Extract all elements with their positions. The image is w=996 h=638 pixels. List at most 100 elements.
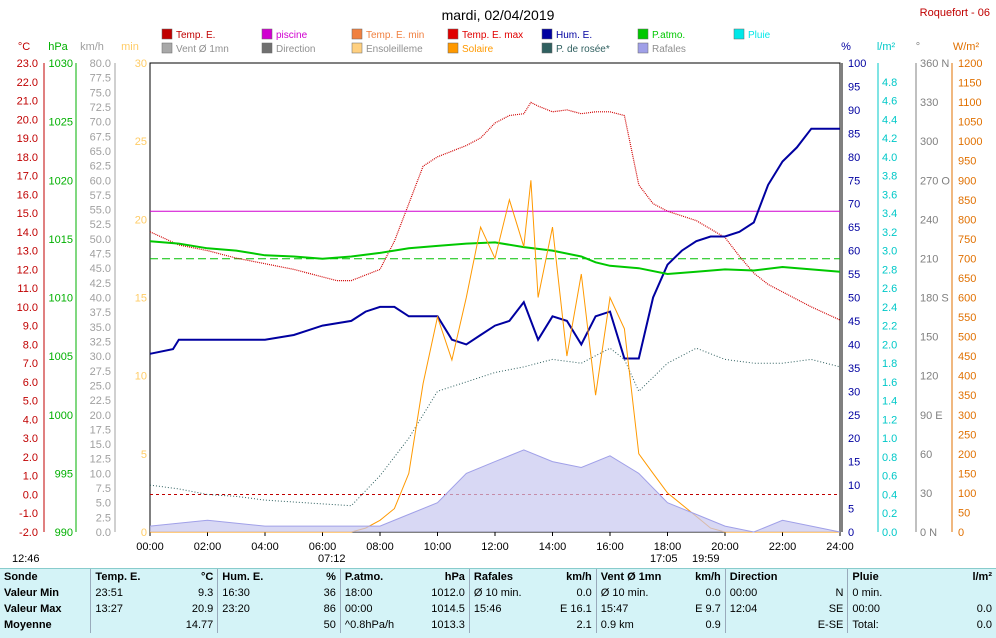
wind-tick-0: 80.0 [90, 58, 111, 70]
solar-tick-8: 800 [958, 214, 976, 226]
legend-label-5: P.atmo. [652, 30, 685, 41]
wind-tick-10: 55.0 [90, 205, 111, 217]
solar-tick-20: 200 [958, 449, 976, 461]
summary-cell-1-2-a: 00:00 [339, 601, 406, 617]
temp-tick-12: 11.0 [17, 283, 38, 295]
temp-tick-16: 7.0 [23, 358, 38, 370]
legend-swatch-10 [447, 42, 459, 54]
summary-cell-1-1-a: 23:20 [217, 601, 280, 617]
temp-tick-18: 5.0 [23, 396, 38, 408]
humidity-tick-1: 95 [848, 81, 860, 93]
x-tick-2: 04:00 [251, 541, 279, 553]
rain-tick-16: 1.6 [882, 377, 897, 389]
summary-cell-2-3-b: 2.1 [576, 619, 592, 631]
pressure-tick-2: 1020 [49, 175, 73, 187]
wind-tick-8: 60.0 [90, 175, 111, 187]
summary-cell-1-2-b: 1014.5 [431, 603, 465, 615]
summary-cell-0-4-a: Ø 10 min. [595, 585, 662, 601]
temp-tick-17: 6.0 [23, 377, 38, 389]
wind-tick-3: 72.5 [90, 102, 111, 114]
x-tick-10: 20:00 [711, 541, 739, 553]
summary-cell-1-4-a: 15:47 [595, 601, 662, 617]
temp-tick-8: 15.0 [17, 208, 38, 220]
wind-tick-31: 2.5 [96, 512, 111, 524]
minutes-tick-3: 15 [135, 293, 147, 305]
solar-tick-7: 850 [958, 195, 976, 207]
wind-tick-4: 70.0 [90, 117, 111, 129]
wind-tick-18: 35.0 [90, 322, 111, 334]
rain-tick-14: 2.0 [882, 339, 897, 351]
humidity-tick-2: 90 [848, 105, 860, 117]
summary-cell-0-1-a: 16:30 [217, 585, 280, 601]
summary-cell-0-5-b: N [835, 587, 844, 599]
summary-cell-1-6-b: 0.0 [976, 603, 992, 615]
temp-tick-14: 9.0 [23, 321, 38, 333]
table-row: Valeur Max 13:27 20.9 23:20 86 00:00 1014.5 15:… [0, 601, 996, 617]
minutes-tick-0: 30 [135, 58, 147, 70]
legend-swatch-12 [637, 42, 649, 54]
weather-chart: mardi, 02/04/2019 Roquefort - 06 °C hPa km/h… [12, 7, 990, 565]
summary-header-unit-3: hPa [444, 571, 465, 583]
summary-cell-1-4-b: E 9.7 [695, 603, 721, 615]
rain-tick-2: 4.4 [882, 114, 897, 126]
humidity-tick-9: 55 [848, 269, 860, 281]
temp-tick-1: 22.0 [17, 77, 38, 89]
summary-cell-0-4-b: 0.0 [705, 587, 721, 599]
direction-tick-3: 270 O [920, 175, 950, 187]
table-row: Moyenne 14.77 50 ^0.8hPa/h 1013.3 2.1 0.9 km 0.… [0, 617, 996, 633]
temp-tick-25: -2.0 [19, 527, 38, 539]
temp-tick-2: 21.0 [17, 96, 38, 108]
wind-tick-17: 37.5 [90, 307, 111, 319]
wind-tick-5: 67.5 [90, 131, 111, 143]
direction-tick-12: 0 N [920, 527, 937, 539]
summary-cell-0-3-b: 0.0 [576, 587, 592, 599]
summary-cell-2-2-a: ^0.8hPa/h [339, 617, 406, 633]
summary-panel: Sonde Temp. E. °C Hum. E.% P.atmo. hPa Rafales… [0, 568, 996, 638]
sunrise-time: 07:12 [318, 553, 346, 565]
temp-tick-6: 17.0 [17, 171, 38, 183]
series-line-0 [149, 101, 841, 321]
legend-swatch-1 [261, 28, 273, 40]
summary-cell-2-5-b: E-SE [817, 619, 844, 631]
minutes-tick-1: 25 [135, 136, 147, 148]
summary-header-2: Hum. E. [217, 569, 280, 585]
rain-tick-5: 3.8 [882, 171, 897, 183]
direction-tick-2: 300 [920, 136, 938, 148]
rain-tick-13: 2.2 [882, 321, 897, 333]
summary-header-3: P.atmo. [339, 569, 406, 585]
humidity-tick-7: 65 [848, 222, 860, 234]
wind-tick-30: 5.0 [96, 498, 111, 510]
summary-cell-1-5-b: SE [828, 603, 844, 615]
series-line-3 [149, 240, 841, 276]
pressure-tick-8: 990 [55, 527, 73, 539]
rain-tick-17: 1.4 [882, 396, 897, 408]
rain-tick-7: 3.4 [882, 208, 897, 220]
solar-tick-23: 50 [958, 507, 970, 519]
minutes-tick-2: 20 [135, 214, 147, 226]
solar-tick-10: 700 [958, 253, 976, 265]
sunset-time: 19:59 [692, 553, 720, 565]
axis-unit-2: km/h [80, 41, 104, 53]
humidity-tick-14: 30 [848, 386, 860, 398]
x-tick-3: 06:00 [309, 541, 337, 553]
minutes-tick-4: 10 [135, 371, 147, 383]
summary-header-5: Vent Ø 1mn [595, 569, 662, 585]
solar-tick-1: 1150 [958, 78, 982, 90]
direction-tick-0: 360 N [920, 58, 949, 70]
wind-tick-16: 40.0 [90, 293, 111, 305]
wind-tick-14: 45.0 [90, 263, 111, 275]
humidity-tick-3: 85 [848, 128, 860, 140]
solar-tick-22: 100 [958, 488, 976, 500]
table-row: Valeur Min 23:51 9.3 16:30 36 18:00 1012.0 Ø 10… [0, 585, 996, 601]
direction-tick-10: 60 [920, 449, 932, 461]
x-tick-0: 00:00 [136, 541, 164, 553]
solar-tick-14: 500 [958, 332, 976, 344]
summary-cell-1-0-b: 20.9 [191, 603, 214, 615]
rain-tick-0: 4.8 [882, 77, 897, 89]
legend-swatch-6 [733, 28, 745, 40]
temp-tick-4: 19.0 [17, 133, 38, 145]
temp-tick-20: 3.0 [23, 433, 38, 445]
legend-label-7: Vent Ø 1mn [176, 44, 229, 55]
series-line-6 [149, 449, 841, 533]
legend-label-2: Temp. E. min [366, 30, 424, 41]
